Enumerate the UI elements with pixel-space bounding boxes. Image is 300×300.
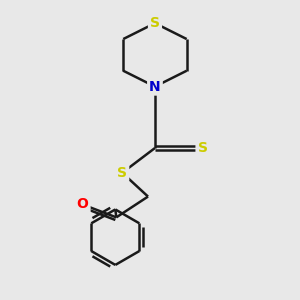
Text: S: S (197, 141, 208, 155)
Text: S: S (117, 166, 127, 180)
Text: O: O (77, 197, 88, 212)
Text: N: N (149, 80, 161, 94)
Text: S: S (150, 16, 160, 30)
